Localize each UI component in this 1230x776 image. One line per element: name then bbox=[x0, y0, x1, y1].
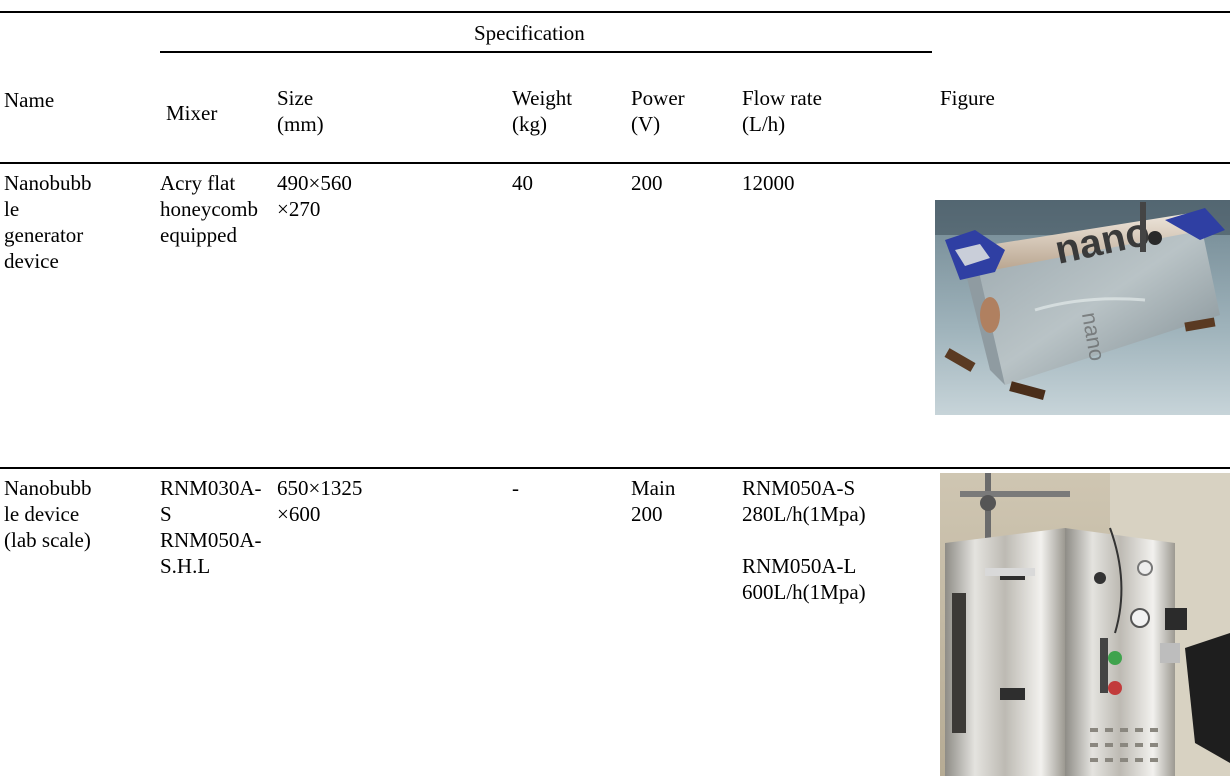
row2-mixer-line: RNM050A- bbox=[160, 528, 262, 552]
row2-flow-rate: RNM050A-S 280L/h(1Mpa) RNM050A-L 600L/h(… bbox=[742, 475, 866, 605]
header-power-unit: (V) bbox=[631, 112, 661, 136]
row2-flow-line: 600L/h(1Mpa) bbox=[742, 580, 866, 604]
row2-power: Main 200 bbox=[631, 475, 675, 527]
header-weight-label: Weight bbox=[512, 86, 573, 110]
row2-weight: - bbox=[512, 475, 519, 501]
row1-name: Nanobubb le generator device bbox=[4, 170, 92, 274]
header-flow-rate: Flow rate (L/h) bbox=[742, 85, 822, 137]
row1-mixer-line: honeycomb bbox=[160, 197, 258, 221]
row1-name-line: le bbox=[4, 197, 20, 221]
header-bottom-rule bbox=[0, 162, 1230, 164]
row2-mixer-line: S bbox=[160, 502, 172, 526]
header-weight-unit: (kg) bbox=[512, 112, 547, 136]
specification-underline bbox=[160, 51, 932, 53]
header-mixer: Mixer bbox=[166, 101, 218, 125]
header-flow-unit: (L/h) bbox=[742, 112, 786, 136]
header-flow-label: Flow rate bbox=[742, 86, 822, 110]
row-separator-rule bbox=[0, 467, 1230, 469]
header-size-label: Size bbox=[277, 86, 314, 110]
row1-name-line: device bbox=[4, 249, 59, 273]
row2-mixer-line: S.H.L bbox=[160, 554, 211, 578]
row2-name-line: Nanobubb bbox=[4, 476, 92, 500]
header-power: Power (V) bbox=[631, 85, 685, 137]
lab-scale-device-photo bbox=[940, 473, 1230, 776]
row1-power-value: 200 bbox=[631, 171, 663, 195]
row1-mixer-line: equipped bbox=[160, 223, 237, 247]
row1-name-line: generator bbox=[4, 223, 84, 247]
row2-mixer: RNM030A- S RNM050A- S.H.L bbox=[160, 475, 262, 579]
row2-flow-line: RNM050A-S bbox=[742, 476, 856, 500]
row1-weight: 40 bbox=[512, 170, 533, 196]
row2-flow-line: RNM050A-L bbox=[742, 554, 857, 578]
header-name: Name bbox=[4, 88, 55, 112]
header-figure: Figure bbox=[940, 86, 995, 110]
row2-size: 650×1325 ×600 bbox=[277, 475, 362, 527]
row1-mixer-line: Acry flat bbox=[160, 171, 236, 195]
row1-size-line: 490×560 bbox=[277, 171, 352, 195]
row2-name: Nanobubb le device (lab scale) bbox=[4, 475, 92, 553]
row1-flow-value: 12000 bbox=[742, 171, 795, 195]
row1-name-line: Nanobubb bbox=[4, 171, 92, 195]
row1-mixer: Acry flat honeycomb equipped bbox=[160, 170, 258, 248]
row2-name-line: (lab scale) bbox=[4, 528, 91, 552]
row2-name-line: le device bbox=[4, 502, 80, 526]
row1-flow-rate: 12000 bbox=[742, 170, 795, 196]
row1-weight-value: 40 bbox=[512, 171, 533, 195]
header-size: Size (mm) bbox=[277, 85, 324, 137]
table-top-rule bbox=[0, 11, 1230, 13]
row2-size-line: ×600 bbox=[277, 502, 321, 526]
row2-power-line: 200 bbox=[631, 502, 663, 526]
row1-size-line: ×270 bbox=[277, 197, 321, 221]
row2-power-line: Main bbox=[631, 476, 676, 500]
row2-flow-spacer bbox=[742, 527, 866, 553]
row2-weight-value: - bbox=[512, 476, 519, 500]
row1-size: 490×560 ×270 bbox=[277, 170, 352, 222]
row2-flow-line: 280L/h(1Mpa) bbox=[742, 502, 866, 526]
header-power-label: Power bbox=[631, 86, 685, 110]
header-weight: Weight (kg) bbox=[512, 85, 572, 137]
header-size-unit: (mm) bbox=[277, 112, 324, 136]
specification-header: Specification bbox=[474, 21, 585, 45]
row2-size-line: 650×1325 bbox=[277, 476, 363, 500]
nanobubble-generator-photo: nano nano bbox=[935, 200, 1230, 415]
row2-mixer-line: RNM030A- bbox=[160, 476, 262, 500]
row1-power: 200 bbox=[631, 170, 663, 196]
